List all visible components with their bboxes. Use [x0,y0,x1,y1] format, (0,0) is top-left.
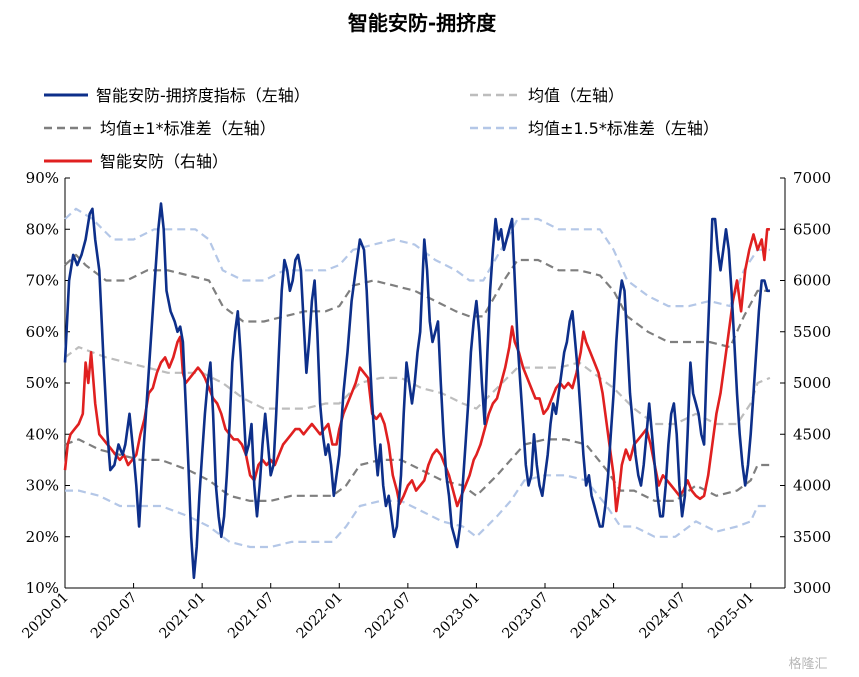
y-left-tick-label: 90% [26,169,59,187]
y-right-tick-label: 6500 [793,220,831,238]
y-right-tick-label: 4500 [793,425,831,443]
x-tick-label: 2023-01 [431,590,483,642]
y-left-tick-label: 20% [26,528,59,546]
watermark: 格隆汇 [788,656,827,672]
x-tick-label: 2024-07 [637,590,689,642]
y-left-tick-label: 70% [26,272,59,290]
y-left-tick-label: 10% [26,579,59,597]
legend-label-mean: 均值（左轴） [528,86,624,105]
legend-label-std1: 均值±1*标准差（左轴） [100,119,276,138]
y-right-tick-label: 4000 [793,477,831,495]
x-tick-label: 2020-01 [19,590,71,642]
x-tick-label: 2025-01 [705,590,757,642]
x-tick-label: 2021-07 [225,590,277,642]
y-left-tick-label: 30% [26,477,59,495]
series-line-mean [64,346,771,426]
series-line-std1-lower [64,438,770,502]
x-tick-label: 2020-07 [88,590,140,642]
series-line-crowding [63,202,770,580]
y-right-tick-label: 6000 [793,272,831,290]
series-line-index [63,228,770,513]
x-tick-label: 2022-01 [294,590,346,642]
series-line-std1-upper [64,253,770,349]
y-left-tick-label: 40% [26,425,59,443]
y-left-tick-label: 60% [26,323,59,341]
y-left-tick-label: 80% [26,220,59,238]
y-left-tick-label: 50% [26,374,59,392]
x-tick-label: 2021-01 [157,590,209,642]
legend: 智能安防-拥挤度指标（左轴） 均值（左轴） 均值±1*标准差（左轴） 均值±1.… [44,86,719,171]
chart-title: 智能安防-拥挤度 [348,11,497,35]
y-right-tick-label: 5000 [793,374,831,392]
series-line-std15-lower [65,474,770,549]
x-tick-label: 2023-07 [499,590,551,642]
x-tick-label: 2022-07 [362,590,414,642]
y-right-tick-label: 5500 [793,323,831,341]
legend-label-std15: 均值±1.5*标准差（左轴） [528,119,719,138]
y-right-tick-label: 3500 [793,528,831,546]
legend-label-index: 智能安防（右轴） [100,152,228,171]
legend-label-crowding: 智能安防-拥挤度指标（左轴） [96,86,310,105]
y-right-tick-label: 3000 [793,579,831,597]
plot-area: 10% 20% 30% 40% 50% 60% 70% 80% 90% 3000 3500 4000 4… [19,169,831,642]
y-right-tick-label: 7000 [793,169,831,187]
x-tick-label: 2024-01 [568,590,620,642]
